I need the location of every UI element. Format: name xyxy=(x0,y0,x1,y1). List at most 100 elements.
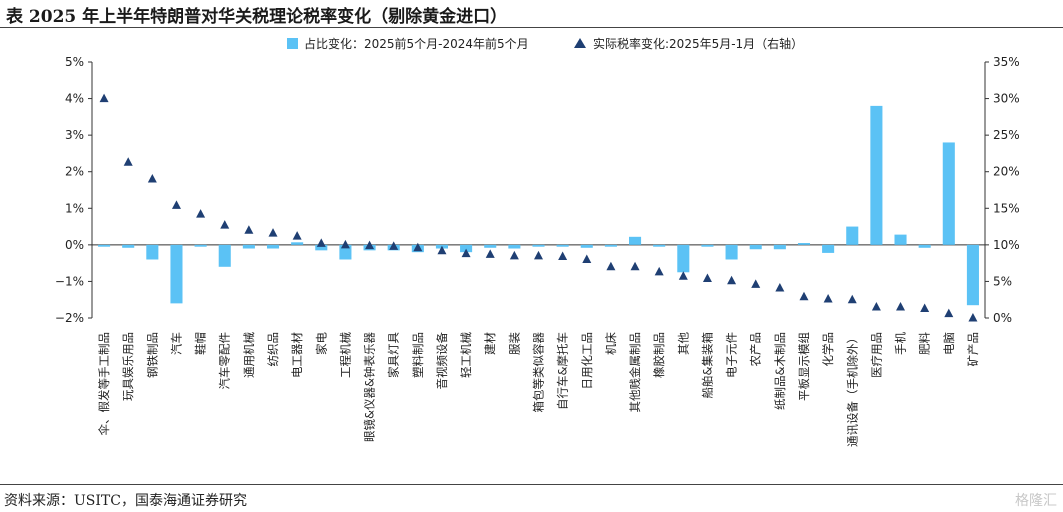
legend-bar-label: 占比变化：2025前5个月-2024年前5个月 xyxy=(304,36,529,51)
category-label: 手机 xyxy=(894,332,908,355)
category-label: 机床 xyxy=(604,332,618,355)
marker-point xyxy=(727,275,737,285)
category-label: 家电 xyxy=(314,332,328,355)
bar xyxy=(508,244,521,249)
legend-bar-swatch xyxy=(287,38,298,49)
marker-point xyxy=(654,266,664,276)
category-label: 工程机械 xyxy=(338,332,352,378)
legend: 占比变化：2025前5个月-2024年前5个月 实际税率变化:2025年5月-1… xyxy=(287,36,803,51)
category-label: 矿产品 xyxy=(966,332,980,367)
left-tick-label: 1% xyxy=(65,201,84,215)
bar xyxy=(122,244,135,248)
bar-series xyxy=(98,105,979,306)
bar xyxy=(942,142,955,245)
bar xyxy=(556,244,569,247)
marker-series xyxy=(99,93,978,322)
right-tick-label: 0% xyxy=(993,311,1012,325)
marker-point xyxy=(316,238,326,247)
bar xyxy=(870,105,883,245)
left-tick-label: 5% xyxy=(65,55,84,69)
bar xyxy=(894,234,907,245)
bar xyxy=(773,244,786,250)
left-tick-label: −1% xyxy=(55,274,84,288)
marker-point xyxy=(871,302,881,311)
marker-point xyxy=(99,93,109,103)
category-label: 塑料制品 xyxy=(411,332,425,378)
category-label: 服装 xyxy=(507,332,521,355)
marker-point xyxy=(196,209,206,218)
bar xyxy=(242,244,255,249)
category-label: 伞、假发等手工制品 xyxy=(97,332,111,436)
marker-point xyxy=(896,302,906,311)
bar xyxy=(725,244,738,260)
category-label: 家具灯具 xyxy=(387,332,401,378)
category-label: 汽车 xyxy=(169,332,183,355)
marker-point xyxy=(799,291,809,301)
right-tick-label: 35% xyxy=(993,55,1020,69)
category-label: 通用机械 xyxy=(242,332,256,378)
bar xyxy=(339,244,352,260)
marker-point xyxy=(389,241,399,250)
marker-point xyxy=(340,239,350,249)
bar xyxy=(966,244,979,306)
title-divider xyxy=(0,27,1063,28)
category-label: 船舶&集装箱 xyxy=(700,332,714,398)
marker-point xyxy=(292,231,302,240)
bar xyxy=(98,244,111,247)
bar xyxy=(266,244,280,249)
right-tick-label: 15% xyxy=(993,201,1020,215)
marker-point xyxy=(920,303,930,312)
right-tick-label: 5% xyxy=(993,274,1012,288)
marker-point xyxy=(171,200,181,209)
category-label: 玩具娱乐用品 xyxy=(121,332,135,401)
category-label: 通讯设备（手机除外） xyxy=(845,332,859,447)
bar xyxy=(653,244,666,247)
bar xyxy=(580,244,593,248)
bar xyxy=(484,244,497,248)
marker-point xyxy=(244,225,254,234)
bar xyxy=(822,244,835,253)
marker-point xyxy=(558,251,568,261)
marker-point xyxy=(630,261,640,271)
bar xyxy=(532,244,545,247)
footer-divider xyxy=(0,484,1063,485)
category-label: 农产品 xyxy=(749,332,763,367)
category-label: 化学品 xyxy=(821,332,835,367)
bar xyxy=(701,244,714,247)
marker-point xyxy=(268,228,278,237)
marker-point xyxy=(702,273,712,283)
marker-point xyxy=(437,245,447,255)
category-label: 其他 xyxy=(676,332,690,355)
marker-point xyxy=(220,220,230,229)
category-label: 眼镜&仪器&钟表乐器 xyxy=(363,332,377,442)
marker-point xyxy=(534,250,543,260)
chart-title: 表 2025 年上半年特朗普对华关税理论税率变化（剔除黄金进口） xyxy=(6,7,508,27)
bar xyxy=(460,244,473,253)
right-tick-label: 20% xyxy=(993,165,1020,179)
category-label: 平板显示模组 xyxy=(797,332,811,401)
tariff-chart: 占比变化：2025前5个月-2024年前5个月 实际税率变化:2025年5月-1… xyxy=(55,36,1020,447)
category-label: 建材 xyxy=(483,332,497,355)
marker-point xyxy=(123,157,133,166)
left-tick-label: 0% xyxy=(65,238,84,252)
marker-point xyxy=(751,279,761,288)
right-tick-label: 10% xyxy=(993,238,1020,252)
category-labels: 伞、假发等手工制品 玩具娱乐用品 钢铁制品 汽车 鞋帽 汽车零配件 通用机械 纺织品 电工器材家… xyxy=(97,332,980,447)
marker-point xyxy=(775,283,785,292)
marker-point xyxy=(365,240,375,250)
bar xyxy=(797,243,811,245)
bar xyxy=(194,244,207,247)
bar xyxy=(846,226,859,245)
bar xyxy=(749,244,762,250)
marker-point xyxy=(606,261,616,271)
category-label: 电工器材 xyxy=(290,332,304,378)
category-label: 音视频设备 xyxy=(435,332,449,390)
category-label: 汽车零配件 xyxy=(218,332,232,390)
left-tick-label: 2% xyxy=(65,165,84,179)
category-label: 纺织品 xyxy=(266,332,280,367)
category-label: 电脑 xyxy=(942,332,956,355)
category-label: 肥料 xyxy=(918,332,932,355)
left-tick-label: 4% xyxy=(65,92,84,106)
marker-point xyxy=(147,174,157,183)
bar xyxy=(291,242,304,245)
